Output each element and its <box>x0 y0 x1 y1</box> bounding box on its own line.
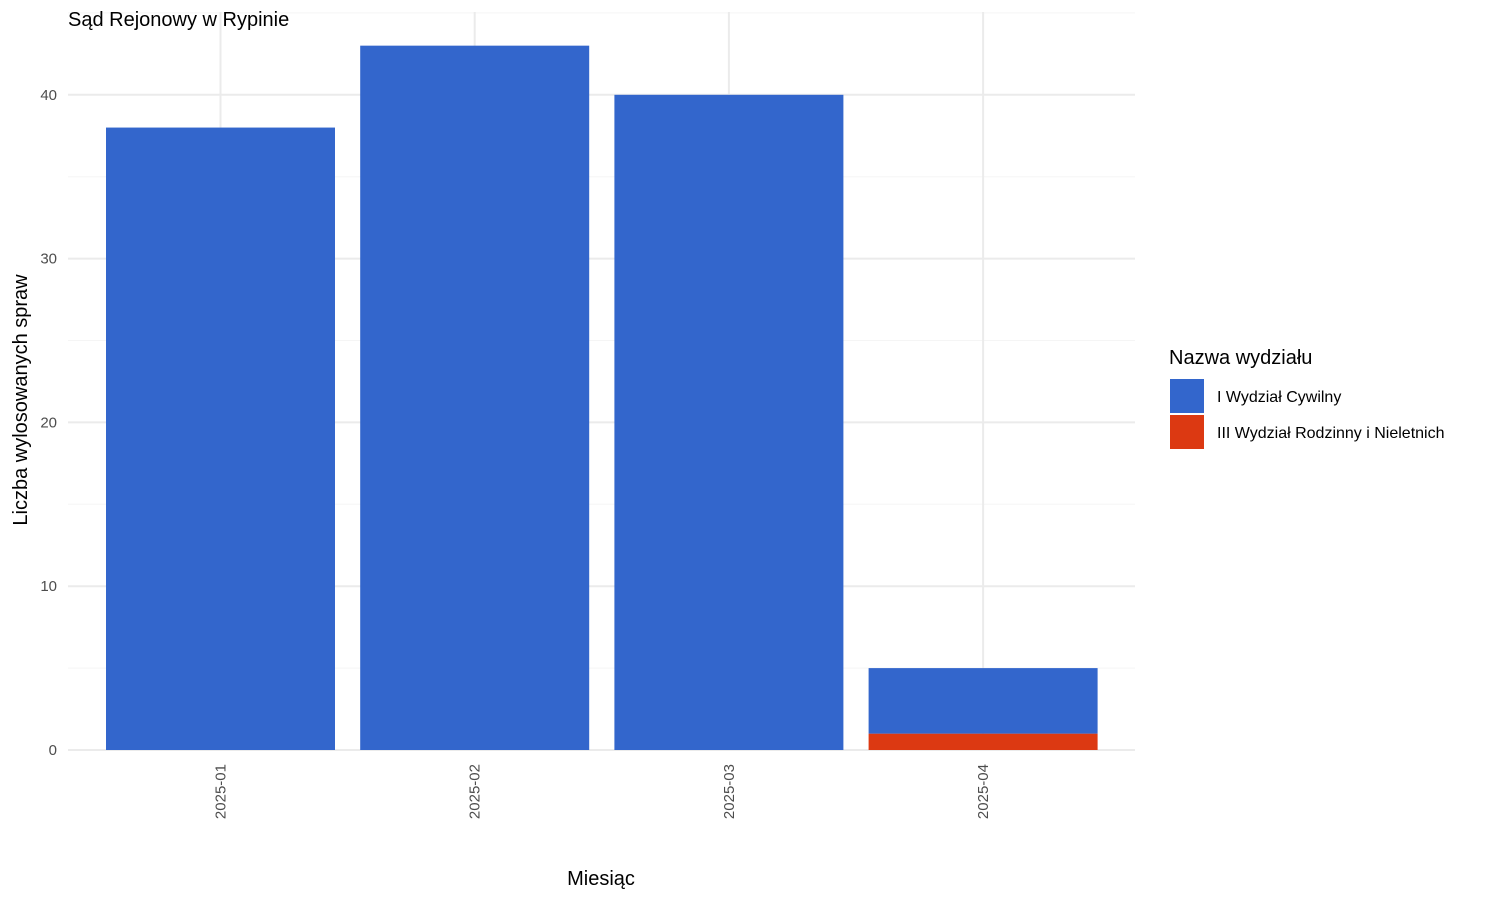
legend-label: I Wydział Cywilny <box>1217 389 1341 406</box>
y-tick-label: 30 <box>40 251 57 268</box>
y-tick-label: 10 <box>40 578 57 595</box>
x-axis-ticks: 2025-01 2025-02 2025-03 2025-04 <box>213 764 993 819</box>
legend-label: III Wydział Rodzinny i Nieletnich <box>1217 425 1445 442</box>
legend-key <box>1170 415 1204 449</box>
bar-segment <box>360 45 590 751</box>
x-tick-label: 2025-03 <box>721 764 738 819</box>
legend-title: Nazwa wydziału <box>1169 347 1312 369</box>
bar-segment <box>614 94 844 751</box>
chart-title: Sąd Rejonowy w Rypinie <box>68 9 289 31</box>
legend-key <box>1170 379 1204 413</box>
x-tick-label: 2025-01 <box>213 764 230 819</box>
x-tick-label: 2025-02 <box>467 764 484 819</box>
y-axis-title: Liczba wylosowanych spraw <box>10 274 32 526</box>
bar-segment <box>868 733 1098 750</box>
y-tick-label: 0 <box>49 742 57 759</box>
bar-segment <box>106 127 335 750</box>
bars-layer <box>106 45 1098 751</box>
legend: Nazwa wydziału I Wydział Cywilny III Wydz… <box>1169 347 1445 449</box>
bar-segment <box>868 668 1098 734</box>
y-axis-ticks: 0 10 20 30 40 <box>40 87 57 759</box>
x-axis-title: Miesiąc <box>567 868 635 890</box>
legend-items: I Wydział Cywilny III Wydział Rodzinny i … <box>1170 379 1445 449</box>
x-tick-label: 2025-04 <box>975 764 992 819</box>
y-tick-label: 40 <box>40 87 57 104</box>
y-tick-label: 20 <box>40 414 57 431</box>
